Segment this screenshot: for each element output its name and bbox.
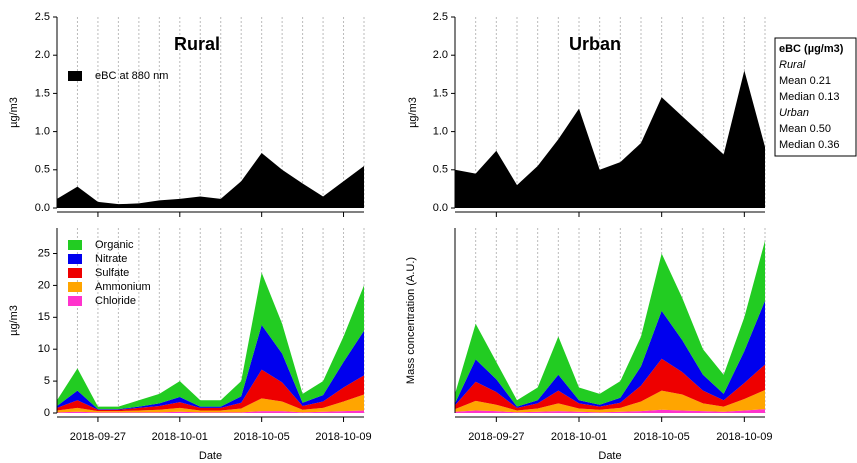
x-tick-label: 2018-09-27 — [468, 431, 524, 443]
legend-swatch — [68, 268, 82, 278]
y-tick-label: 5 — [44, 375, 50, 387]
y-axis-label: µg/m3 — [8, 305, 20, 336]
y-tick-label: 0.5 — [35, 164, 50, 176]
y-tick-label: 2.5 — [35, 11, 50, 23]
y-tick-label: 10 — [38, 343, 50, 355]
legend-label: Chloride — [95, 295, 136, 307]
stats-row: Median 0.36 — [779, 139, 840, 151]
y-axis-label: Mass concentration (A.U.) — [405, 257, 417, 384]
legend-swatch — [68, 71, 82, 81]
stats-row: Mean 0.21 — [779, 75, 831, 87]
stats-row: Mean 0.50 — [779, 123, 831, 135]
x-tick-label: 2018-10-05 — [634, 431, 690, 443]
y-tick-label: 0.5 — [433, 164, 448, 176]
y-tick-label: 0.0 — [433, 202, 448, 214]
stats-row: Median 0.13 — [779, 91, 840, 103]
x-axis-label: Date — [199, 450, 222, 462]
y-axis-label: µg/m3 — [407, 97, 419, 128]
legend-label: Ammonium — [95, 281, 151, 293]
panel-title: Rural — [174, 34, 220, 54]
legend-swatch — [68, 296, 82, 306]
area — [57, 152, 364, 208]
y-tick-label: 2.5 — [433, 11, 448, 23]
y-tick-label: 1.5 — [35, 87, 50, 99]
legend-label: Nitrate — [95, 253, 127, 265]
stacked-area — [57, 394, 364, 413]
stacked-area — [57, 369, 364, 412]
stacked-area — [455, 409, 765, 413]
y-tick-label: 1.0 — [35, 126, 50, 138]
y-tick-label: 1.5 — [433, 87, 448, 99]
y-axis-label: µg/m3 — [8, 97, 20, 128]
x-tick-label: 2018-10-01 — [152, 431, 208, 443]
legend-swatch — [68, 254, 82, 264]
stats-box — [774, 37, 857, 157]
x-axis-label: Date — [598, 450, 621, 462]
x-tick-label: 2018-10-09 — [716, 431, 772, 443]
legend-label: eBC at 880 nm — [95, 70, 168, 82]
stats-row: Urban — [779, 107, 809, 119]
x-tick-label: 2018-10-05 — [234, 431, 290, 443]
y-tick-label: 2.0 — [433, 49, 448, 61]
stacked-area — [57, 324, 364, 410]
x-tick-label: 2018-10-09 — [315, 431, 371, 443]
y-tick-label: 15 — [38, 311, 50, 323]
legend-swatch — [68, 240, 82, 250]
y-tick-label: 2.0 — [35, 49, 50, 61]
y-tick-label: 25 — [38, 247, 50, 259]
y-tick-label: 0.0 — [35, 202, 50, 214]
x-tick-label: 2018-10-01 — [551, 431, 607, 443]
stacked-area — [455, 240, 765, 407]
x-tick-label: 2018-09-27 — [70, 431, 126, 443]
legend-label: Organic — [95, 239, 134, 251]
y-tick-label: 20 — [38, 279, 50, 291]
y-tick-label: 1.0 — [433, 126, 448, 138]
legend-label: Sulfate — [95, 267, 129, 279]
panel-title: Urban — [569, 34, 621, 54]
stats-row: Rural — [779, 59, 806, 71]
stacked-area — [455, 390, 765, 413]
legend-swatch — [68, 282, 82, 292]
area — [455, 70, 765, 208]
stacked-area — [57, 272, 364, 410]
y-tick-label: 0 — [44, 407, 50, 419]
stats-title: eBC (µg/m3) — [779, 43, 844, 55]
